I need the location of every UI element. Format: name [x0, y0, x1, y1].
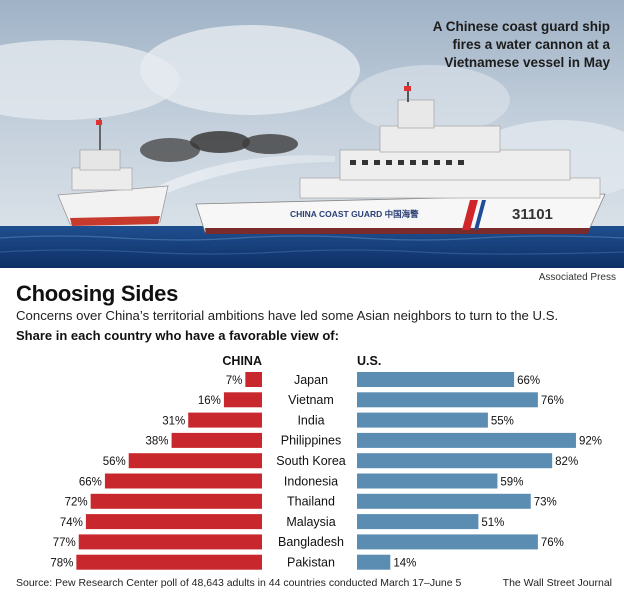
- photo-caption: A Chinese coast guard ship fires a water…: [432, 19, 610, 70]
- source-note: Source: Pew Research Center poll of 48,6…: [16, 577, 462, 589]
- us-value-label-south-korea: 82%: [555, 456, 578, 468]
- china-value-label-indonesia: 66%: [79, 476, 102, 488]
- us-value-label-philippines: 92%: [579, 436, 602, 448]
- country-label-indonesia: Indonesia: [284, 474, 338, 488]
- butterfly-bar-chart: CHINA U.S. 7% Japan 66% 16% Vietnam 76% 31% India…: [50, 354, 602, 570]
- series-header-us: U.S.: [357, 354, 381, 368]
- us-value-label-japan: 66%: [517, 375, 540, 387]
- us-value-label-indonesia: 59%: [500, 476, 523, 488]
- china-bar-south-korea: [128, 453, 262, 469]
- china-bar-india: [188, 412, 262, 428]
- china-value-label-thailand: 72%: [65, 497, 88, 509]
- us-bar-india: [357, 412, 488, 428]
- us-bar-pakistan: [357, 554, 391, 570]
- us-bar-bangladesh: [357, 534, 538, 550]
- series-header-china: CHINA: [222, 354, 262, 368]
- country-label-pakistan: Pakistan: [287, 556, 335, 570]
- headline: Choosing Sides: [16, 281, 179, 306]
- china-bar-thailand: [90, 493, 262, 509]
- vietnamese-vessel: [57, 118, 169, 226]
- country-label-vietnam: Vietnam: [288, 393, 334, 407]
- china-value-label-vietnam: 16%: [198, 395, 221, 407]
- china-bar-indonesia: [104, 473, 262, 489]
- coast-guard-ship: CHINA COAST GUARD 中国海警 31101: [195, 82, 606, 234]
- country-label-south-korea: South Korea: [276, 454, 346, 468]
- china-bar-bangladesh: [78, 534, 263, 550]
- country-label-thailand: Thailand: [287, 495, 335, 509]
- us-value-label-bangladesh: 76%: [541, 537, 564, 549]
- china-value-label-india: 31%: [162, 415, 185, 427]
- china-bar-pakistan: [76, 554, 262, 570]
- china-value-label-pakistan: 78%: [50, 558, 73, 570]
- china-value-label-south-korea: 56%: [103, 456, 126, 468]
- photo-credit: Associated Press: [538, 272, 616, 283]
- china-bar-vietnam: [223, 392, 262, 408]
- country-label-bangladesh: Bangladesh: [278, 535, 344, 549]
- us-bar-malaysia: [357, 514, 479, 530]
- china-value-label-bangladesh: 77%: [53, 537, 76, 549]
- us-bar-philippines: [357, 432, 576, 448]
- news-photo: CHINA COAST GUARD 中国海警 31101 A Chinese c…: [0, 0, 624, 268]
- us-value-label-malaysia: 51%: [481, 517, 504, 529]
- us-bar-thailand: [357, 493, 531, 509]
- china-value-label-malaysia: 74%: [60, 517, 83, 529]
- china-bar-philippines: [171, 432, 262, 448]
- china-bar-japan: [245, 372, 262, 387]
- us-value-label-vietnam: 76%: [541, 395, 564, 407]
- country-label-japan: Japan: [294, 373, 328, 387]
- dek: Concerns over China’s territorial ambiti…: [16, 308, 559, 323]
- country-label-malaysia: Malaysia: [286, 515, 335, 529]
- us-bar-south-korea: [357, 453, 553, 469]
- us-value-label-pakistan: 14%: [393, 558, 416, 570]
- us-bar-vietnam: [357, 392, 538, 408]
- china-value-label-japan: 7%: [226, 375, 243, 387]
- us-value-label-thailand: 73%: [534, 497, 557, 509]
- chart-subhead: Share in each country who have a favorab…: [16, 328, 339, 343]
- country-label-philippines: Philippines: [281, 434, 341, 448]
- china-value-label-philippines: 38%: [146, 436, 169, 448]
- hull-lettering: CHINA COAST GUARD 中国海警: [290, 209, 419, 219]
- country-label-india: India: [297, 413, 324, 427]
- china-bar-malaysia: [85, 514, 262, 530]
- us-value-label-india: 55%: [491, 415, 514, 427]
- hull-number: 31101: [512, 206, 553, 223]
- us-bar-japan: [357, 372, 515, 387]
- us-bar-indonesia: [357, 473, 498, 489]
- publisher-credit: The Wall Street Journal: [502, 577, 612, 589]
- coast-guard-ship-illustration: CHINA COAST GUARD 中国海警 31101: [0, 0, 624, 268]
